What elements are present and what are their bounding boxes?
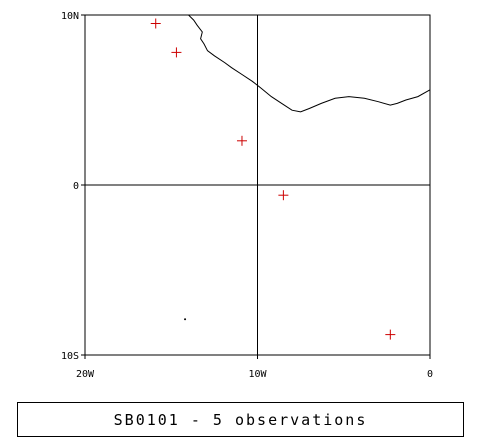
coastline: [188, 14, 431, 113]
observation-marker: [150, 18, 161, 29]
observation-marker: [236, 135, 247, 146]
caption-text: SB0101 - 5 observations: [113, 410, 368, 429]
lon-tick-label: 10W: [248, 369, 267, 380]
observation-marker: [385, 329, 396, 340]
map-dot: [184, 318, 187, 321]
reference-lines: [85, 15, 430, 355]
caption-box: SB0101 - 5 observations: [17, 402, 464, 437]
coastline-path: [188, 14, 431, 113]
lat-tick-label: 10S: [61, 351, 79, 362]
lon-tick-label: 0: [427, 369, 433, 380]
lat-tick-label: 0: [73, 181, 79, 192]
lat-tick-label: 10N: [61, 11, 79, 22]
observation-markers: [150, 18, 396, 340]
observation-marker: [278, 190, 289, 201]
axis-ticks: [81, 14, 431, 359]
lon-tick-label: 20W: [76, 369, 95, 380]
axis-labels: 10N 0 10S 20W 10W 0: [61, 11, 433, 380]
observation-marker: [171, 47, 182, 58]
